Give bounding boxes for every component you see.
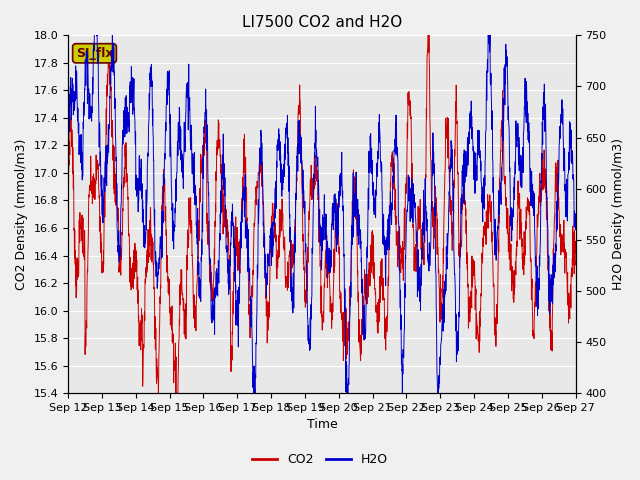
- X-axis label: Time: Time: [307, 419, 337, 432]
- Title: LI7500 CO2 and H2O: LI7500 CO2 and H2O: [242, 15, 402, 30]
- CO2: [155, 390, 163, 396]
- Y-axis label: H2O Density (mmol/m3): H2O Density (mmol/m3): [612, 138, 625, 290]
- H2O: [206, 260, 214, 266]
- CO2: [541, 168, 549, 174]
- Legend: CO2, H2O: CO2, H2O: [247, 448, 393, 471]
- H2O: [337, 193, 344, 199]
- CO2: [348, 245, 355, 251]
- H2O: [527, 203, 535, 208]
- Y-axis label: CO2 Density (mmol/m3): CO2 Density (mmol/m3): [15, 139, 28, 290]
- CO2: [470, 257, 477, 263]
- Text: SI_flx: SI_flx: [76, 47, 113, 60]
- CO2: [424, 25, 432, 31]
- H2O: [348, 247, 355, 252]
- H2O: [250, 390, 257, 396]
- Line: H2O: H2O: [68, 30, 575, 393]
- H2O: [541, 121, 549, 127]
- H2O: [470, 144, 477, 150]
- H2O: [91, 27, 99, 33]
- CO2: [572, 262, 579, 268]
- CO2: [64, 171, 72, 177]
- CO2: [337, 292, 344, 298]
- H2O: [64, 133, 72, 139]
- Line: CO2: CO2: [68, 28, 575, 393]
- CO2: [206, 279, 214, 285]
- H2O: [572, 211, 579, 216]
- CO2: [527, 257, 535, 263]
